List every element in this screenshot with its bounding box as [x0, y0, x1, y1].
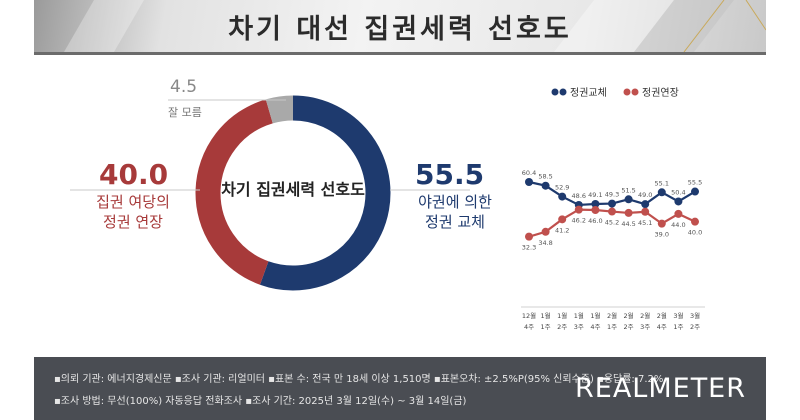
x-tick-month: 3월 [673, 311, 683, 320]
change-label-line1: 야권에 의한 [418, 193, 492, 211]
donut-chart [70, 95, 470, 291]
x-tick-month: 12월 [522, 311, 536, 320]
title-banner: 차기 대선 집권세력 선호도 [34, 0, 766, 52]
data-label-extension: 32.3 [522, 244, 536, 252]
data-point-extension [691, 217, 699, 226]
unknown-label: 잘 모름 [168, 106, 202, 119]
data-point-extension [591, 206, 600, 214]
data-label-change: 50.4 [671, 188, 685, 196]
data-point-extension [541, 227, 550, 236]
trend-line-chart: 정권교체 정권연장 60.4 58.552.948.6 49.1 49.351.549… [521, 87, 705, 331]
x-tick-month: 1월 [590, 311, 600, 320]
donut-segment-change [259, 95, 391, 291]
x-tick-month: 2월 [657, 311, 667, 320]
data-label-extension: 41.2 [555, 226, 569, 234]
data-point-change [624, 195, 633, 204]
unknown-value: 4.5 [170, 77, 198, 97]
data-label-change: 58.5 [538, 173, 552, 181]
data-label-change: 49.3 [605, 191, 619, 199]
survey-info-footer: ▪의뢰 기관: 에너지경제신문 ▪조사 기관: 리얼미터 ▪표본 수: 전국 만… [34, 357, 766, 420]
x-tick-month: 1월 [574, 311, 584, 320]
x-tick-week: 3주 [640, 323, 650, 331]
data-point-extension [641, 207, 650, 216]
data-point-change [541, 181, 550, 190]
data-label-extension: 45.1 [638, 219, 652, 227]
data-point-change [525, 178, 533, 186]
realmeter-logo: REALMETER [575, 373, 746, 404]
survey-info-line1: ▪의뢰 기관: 에너지경제신문 ▪조사 기관: 리얼미터 ▪표본 수: 전국 만… [54, 374, 664, 385]
chart-legend: 정권교체 정권연장 [551, 87, 679, 99]
x-tick-month: 2월 [624, 311, 634, 320]
x-tick-week: 1주 [541, 323, 551, 331]
x-tick-month: 1월 [557, 311, 567, 320]
extension-label: 집권 여당의 정권 연장 [82, 192, 184, 232]
change-value: 55.5 [415, 158, 485, 191]
data-label-change: 52.9 [555, 184, 569, 192]
legend-label-change: 정권교체 [570, 87, 607, 99]
x-tick-week: 2주 [690, 323, 700, 331]
extension-label-line1: 집권 여당의 [96, 193, 170, 211]
x-tick-week: 2주 [557, 323, 567, 331]
x-tick-week: 2주 [624, 323, 634, 331]
data-label-extension: 40.0 [688, 229, 702, 237]
legend-marker-change [551, 88, 559, 96]
x-tick-week: 4주 [657, 323, 667, 331]
data-point-change [641, 200, 650, 209]
data-point-extension [674, 209, 683, 218]
x-tick-month: 2월 [640, 311, 650, 320]
data-label-extension: 46.0 [588, 217, 602, 225]
data-point-change [674, 197, 683, 206]
donut-center-label: 차기 집권세력 선호도 [221, 180, 365, 199]
change-label-line2: 정권 교체 [425, 213, 485, 231]
data-label-change: 48.6 [572, 192, 586, 200]
data-point-extension [608, 207, 616, 216]
data-label-extension: 45.2 [605, 219, 619, 227]
data-label-extension: 46.2 [572, 217, 586, 225]
x-tick-month: 3월 [690, 311, 700, 320]
data-label-extension: 44.5 [621, 220, 635, 228]
data-point-extension [657, 219, 666, 228]
data-label-change: 60.4 [522, 169, 536, 177]
data-label-extension: 44.0 [671, 221, 685, 229]
data-point-change [657, 188, 666, 197]
x-tick-month: 1월 [541, 311, 551, 320]
x-tick-week: 4주 [590, 323, 600, 331]
data-point-extension [624, 208, 633, 217]
extension-value: 40.0 [99, 158, 169, 191]
data-label-change: 55.5 [688, 179, 702, 187]
page-title: 차기 대선 집권세력 선호도 [228, 14, 572, 45]
data-label-change: 49.0 [638, 191, 652, 199]
data-point-extension [525, 232, 533, 241]
extension-label-line2: 정권 연장 [103, 213, 163, 231]
data-point-change [608, 199, 616, 208]
data-label-extension: 34.8 [538, 239, 552, 247]
data-label-extension: 39.0 [655, 231, 669, 239]
data-point-change [558, 192, 567, 201]
legend-marker-extension [623, 88, 631, 96]
banner-decoration [64, 0, 766, 52]
x-tick-week: 4주 [524, 323, 534, 331]
data-label-change: 51.5 [621, 186, 635, 194]
donut-segment-extension [195, 99, 274, 285]
data-point-change [691, 187, 699, 196]
survey-info-line2: ▪조사 방법: 무선(100%) 자동응답 전화조사 ▪조사 기간: 2025년… [54, 396, 467, 407]
data-point-change [591, 199, 600, 208]
data-label-change: 49.1 [588, 191, 602, 199]
data-label-change: 55.1 [655, 179, 669, 187]
donut-segment-unknown [265, 95, 294, 124]
data-point-extension [558, 215, 567, 224]
x-tick-week: 1주 [607, 323, 617, 331]
x-tick-month: 2월 [607, 311, 617, 320]
data-point-extension [574, 205, 583, 214]
change-label: 야권에 의한 정권 교체 [405, 192, 505, 232]
x-tick-week: 3주 [574, 323, 584, 331]
legend-label-extension: 정권연장 [642, 87, 679, 99]
header-divider [34, 52, 766, 55]
x-tick-week: 1주 [673, 323, 683, 331]
